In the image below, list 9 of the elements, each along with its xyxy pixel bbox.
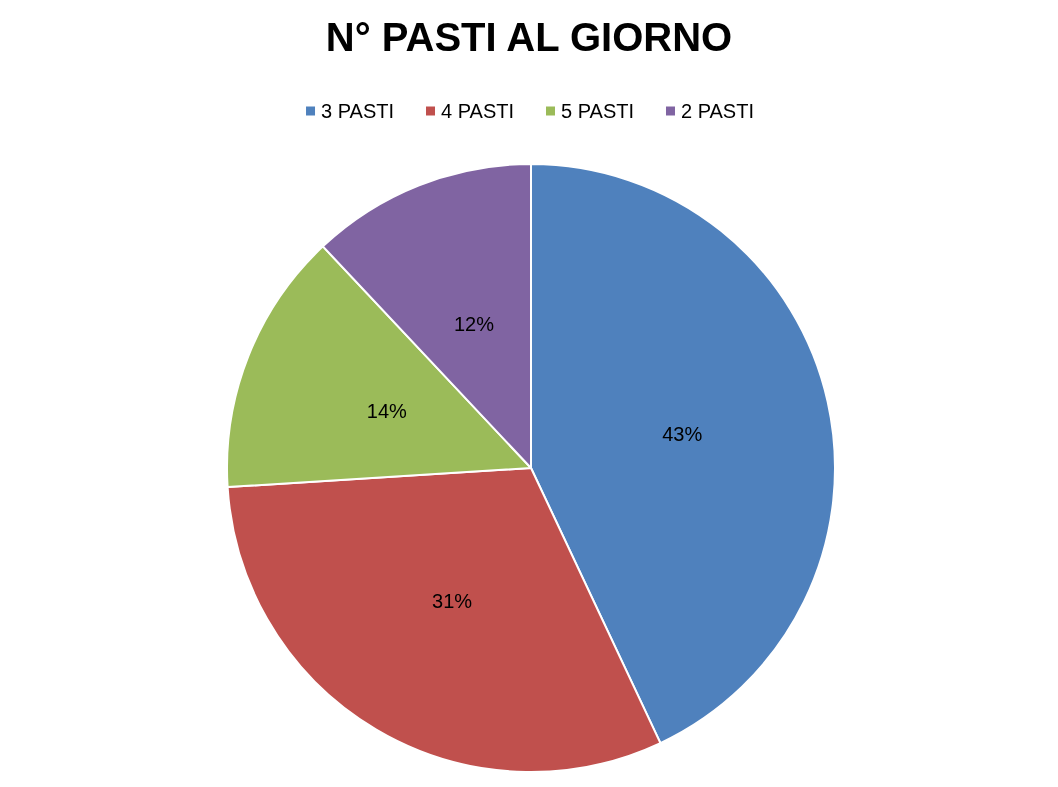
- legend-label: 3 PASTI: [321, 100, 395, 122]
- data-label: 14%: [366, 399, 408, 422]
- legend-label: 4 PASTI: [441, 100, 515, 122]
- chart-title: N° PASTI AL GIORNO: [325, 15, 733, 59]
- legend-label: 5 PASTI: [561, 100, 634, 122]
- legend-label: 2 PASTI: [680, 100, 754, 122]
- data-label: 31%: [432, 590, 473, 613]
- data-label: 12%: [453, 312, 495, 335]
- data-label: 43%: [662, 423, 703, 446]
